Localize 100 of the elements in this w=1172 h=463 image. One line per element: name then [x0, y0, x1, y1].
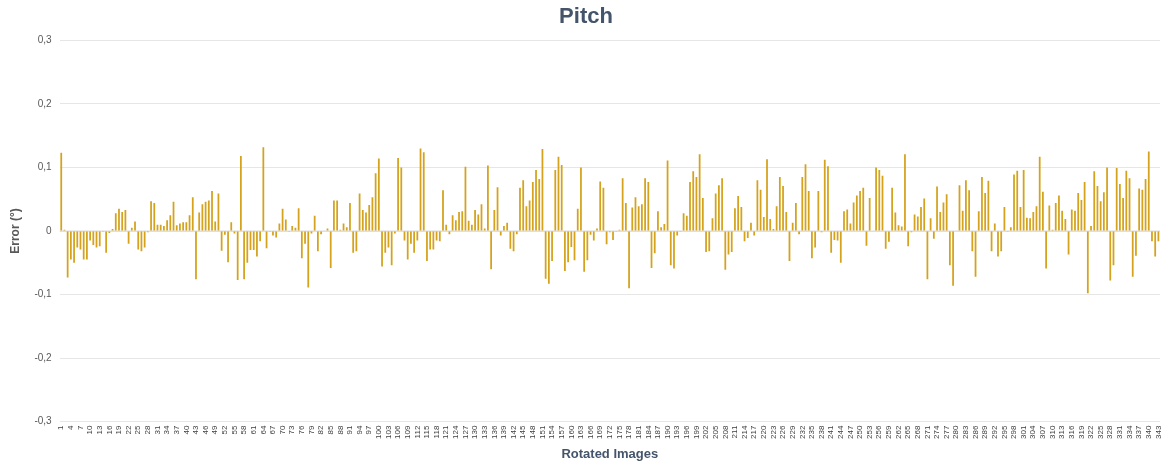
y-tick-label: -0,3: [34, 415, 53, 427]
x-tick-label: 172: [605, 425, 615, 440]
x-tick-label: 169: [595, 425, 605, 440]
x-tick-label: 76: [297, 425, 307, 435]
x-tick-label: 271: [922, 425, 932, 440]
x-tick-label: 28: [143, 425, 153, 435]
y-axis-title: Error (°): [7, 208, 22, 254]
x-tick-label: 244: [836, 425, 845, 440]
x-tick-label: 298: [1009, 425, 1019, 440]
x-tick-label: 151: [537, 425, 547, 440]
x-tick-label: 241: [826, 425, 836, 440]
x-tick-label: 283: [961, 425, 971, 440]
x-tick-label: 247: [845, 425, 855, 440]
x-tick-label: 187: [653, 425, 663, 440]
x-tick-label: 31: [152, 425, 162, 435]
x-tick-label: 178: [624, 425, 634, 440]
x-tick-label: 79: [306, 425, 316, 435]
x-tick-label: 43: [191, 425, 201, 435]
x-tick-label: 136: [489, 425, 499, 440]
x-axis-title: Rotated Images: [561, 446, 659, 462]
x-tick-label: 157: [556, 425, 566, 440]
x-tick-label: 166: [585, 425, 595, 440]
x-tick-label: 103: [383, 425, 393, 440]
x-tick-label: 217: [749, 425, 759, 440]
x-tick-label: 232: [797, 425, 807, 440]
x-tick-label: 343: [1153, 425, 1163, 440]
x-tick-label: 163: [576, 425, 586, 440]
x-tick-label: 55: [229, 425, 239, 435]
x-tick-label: 226: [778, 425, 788, 440]
x-tick-label: 316: [1066, 425, 1076, 440]
x-tick-label: 85: [325, 425, 335, 435]
x-tick-label: 334: [1124, 425, 1134, 440]
x-tick-label: 130: [470, 425, 480, 440]
x-tick-label: 193: [672, 425, 682, 440]
x-tick-label: 127: [460, 425, 470, 440]
x-tick-label: 70: [277, 425, 287, 435]
x-tick-label: 220: [759, 425, 769, 440]
x-tick-label: 262: [893, 425, 903, 440]
x-tick-label: 265: [903, 425, 913, 440]
x-tick-label: 301: [1018, 425, 1028, 440]
x-tick-label: 196: [682, 425, 692, 440]
x-tick-label: 223: [768, 425, 778, 440]
x-tick-label: 340: [1143, 425, 1153, 440]
x-tick-label: 304: [1028, 425, 1038, 440]
x-tick-label: 34: [162, 425, 172, 435]
x-tick-label: 22: [123, 425, 133, 435]
x-tick-label: 61: [248, 425, 258, 435]
x-tick-label: 337: [1134, 425, 1144, 440]
x-tick-label: 25: [133, 425, 143, 435]
x-tick-label: 124: [451, 425, 461, 440]
x-tick-label: 1: [56, 425, 66, 431]
x-tick-label: 214: [739, 425, 749, 440]
x-tick-label: 319: [1076, 425, 1086, 440]
y-tick-label: 0,3: [37, 34, 53, 46]
x-tick-label: 73: [287, 425, 297, 435]
x-tick-label: 199: [691, 425, 701, 440]
x-tick-label: 277: [941, 425, 951, 440]
x-tick-label: 160: [566, 425, 576, 440]
chart-title: Pitch: [559, 3, 613, 29]
x-tick-label: 268: [912, 425, 922, 440]
x-tick-label: 148: [528, 425, 538, 440]
x-tick-label: 211: [730, 425, 740, 439]
x-tick-label: 118: [431, 425, 441, 439]
x-tick-label: 112: [412, 425, 422, 439]
x-tick-label: 145: [518, 425, 528, 440]
x-tick-label: 7: [75, 425, 85, 431]
x-tick-label: 259: [884, 425, 894, 440]
x-tick-label: 121: [441, 425, 451, 440]
x-tick-label: 331: [1115, 425, 1125, 440]
x-tick-label: 202: [701, 425, 711, 440]
x-tick-label: 133: [479, 425, 489, 440]
x-tick-label: 58: [239, 425, 249, 435]
x-tick-label: 310: [1047, 425, 1057, 440]
x-tick-label: 325: [1095, 425, 1105, 440]
x-tick-label: 205: [710, 425, 720, 440]
y-tick-label: -0,1: [34, 288, 53, 300]
x-tick-label: 295: [999, 425, 1009, 440]
x-tick-label: 46: [200, 425, 210, 435]
y-tick-label: -0,2: [34, 351, 53, 363]
x-tick-label: 250: [855, 425, 865, 440]
y-tick-label: 0: [46, 224, 53, 236]
x-tick-label: 142: [508, 425, 518, 440]
x-tick-label: 19: [114, 425, 124, 435]
x-tick-label: 109: [402, 425, 412, 440]
x-tick-label: 40: [181, 425, 191, 435]
x-tick-label: 229: [787, 425, 797, 440]
x-tick-label: 208: [720, 425, 730, 440]
x-tick-label: 235: [807, 425, 817, 440]
x-tick-label: 91: [345, 425, 355, 435]
x-tick-label: 274: [932, 425, 942, 440]
x-tick-label: 94: [354, 425, 364, 435]
x-tick-label: 13: [94, 425, 104, 435]
x-tick-label: 238: [816, 425, 826, 440]
x-tick-label: 292: [989, 425, 999, 440]
x-tick-label: 64: [258, 425, 268, 435]
x-tick-label: 100: [374, 425, 384, 440]
x-tick-label: 4: [66, 425, 76, 431]
x-tick-label: 184: [643, 425, 653, 440]
x-tick-label: 181: [633, 425, 643, 440]
x-tick-label: 139: [499, 425, 509, 440]
